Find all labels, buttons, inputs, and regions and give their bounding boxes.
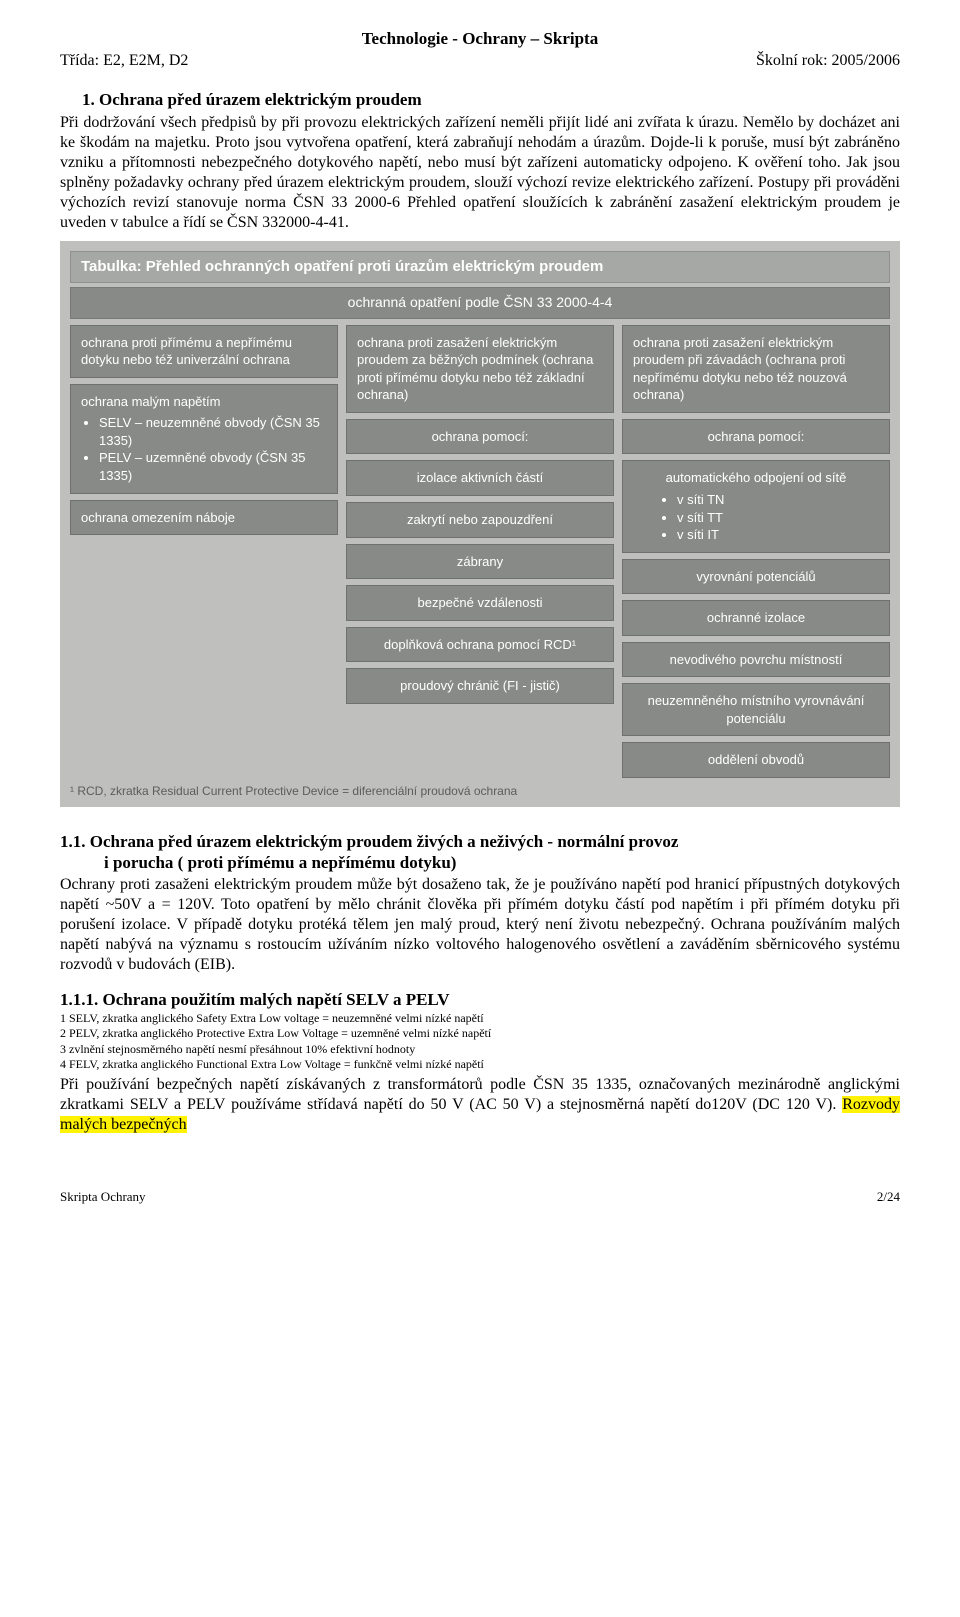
list-item: v síti TN xyxy=(677,491,879,509)
col1-box1-title: ochrana malým napětím xyxy=(81,394,220,409)
col3-item: ochranné izolace xyxy=(622,600,890,636)
list-item: PELV – uzemněné obvody (ČSN 35 1335) xyxy=(99,449,327,484)
section-1-1-1-heading: 1.1.1. Ochrana použitím malých napětí SE… xyxy=(60,989,900,1010)
footnote-line: 1 SELV, zkratka anglického Safety Extra … xyxy=(60,1011,900,1027)
col1-box-charge-limit: ochrana omezením náboje xyxy=(70,500,338,536)
table-footnote: ¹ RCD, zkratka Residual Current Protecti… xyxy=(70,784,890,799)
doc-center-title: Technologie - Ochrany – Skripta xyxy=(60,28,900,49)
school-year: Školní rok: 2005/2006 xyxy=(756,51,900,71)
footer-right: 2/24 xyxy=(877,1189,900,1205)
col2-supp-item: proudový chránič (FI - jistič) xyxy=(346,668,614,704)
table-col-3: ochrana proti zasažení elektrickým proud… xyxy=(622,325,890,778)
protection-table-figure: Tabulka: Přehled ochranných opatření pro… xyxy=(60,241,900,807)
col3-auto-disconnect: automatického odpojení od sítě v síti TN… xyxy=(622,460,890,552)
footer-left: Skripta Ochrany xyxy=(60,1189,146,1205)
col2-supp-title: doplňková ochrana pomocí RCD¹ xyxy=(346,627,614,663)
section-1-heading: 1. Ochrana před úrazem elektrickým proud… xyxy=(60,89,900,110)
list-item: SELV – neuzemněné obvody (ČSN 35 1335) xyxy=(99,414,327,449)
col2-subtitle: ochrana pomocí: xyxy=(346,419,614,455)
col2-head: ochrana proti zasažení elektrickým proud… xyxy=(346,325,614,413)
table-title: Tabulka: Přehled ochranných opatření pro… xyxy=(70,251,890,284)
section-1-1-1-paragraph: Při používání bezpečných napětí získávan… xyxy=(60,1075,900,1135)
section-1-paragraph: Při dodržování všech předpisů by při pro… xyxy=(60,113,900,233)
table-band: ochranná opatření podle ČSN 33 2000-4-4 xyxy=(70,287,890,319)
col3-subtitle: ochrana pomocí: xyxy=(622,419,890,455)
col2-item: zábrany xyxy=(346,544,614,580)
col2-item: bezpečné vzdálenosti xyxy=(346,585,614,621)
table-col-2: ochrana proti zasažení elektrickým proud… xyxy=(346,325,614,778)
col1-head: ochrana proti přímému a nepřímému dotyku… xyxy=(70,325,338,378)
para-text: Při používání bezpečných napětí získávan… xyxy=(60,1076,900,1113)
list-item: v síti IT xyxy=(677,526,879,544)
footnote-line: 4 FELV, zkratka anglického Functional Ex… xyxy=(60,1057,900,1073)
col3-item: oddělení obvodů xyxy=(622,742,890,778)
section-1-1-paragraph: Ochrany proti zasaženi elektrickým proud… xyxy=(60,875,900,975)
footnote-line: 2 PELV, zkratka anglického Protective Ex… xyxy=(60,1026,900,1042)
col2-item: zakrytí nebo zapouzdření xyxy=(346,502,614,538)
col3-item1: automatického odpojení od sítě xyxy=(633,469,879,487)
page-footer: Skripta Ochrany 2/24 xyxy=(60,1189,900,1205)
col3-item: neuzemněného místního vyrovnávání potenc… xyxy=(622,683,890,736)
list-item: v síti TT xyxy=(677,509,879,527)
class-label: Třída: E2, E2M, D2 xyxy=(60,51,188,71)
col3-head: ochrana proti zasažení elektrickým proud… xyxy=(622,325,890,413)
section-1-1-heading-line1: 1.1. Ochrana před úrazem elektrickým pro… xyxy=(60,831,900,852)
col3-item: vyrovnání potenciálů xyxy=(622,559,890,595)
section-1-1-heading-line2: i porucha ( proti přímému a nepřímému do… xyxy=(104,852,900,873)
table-columns: ochrana proti přímému a nepřímému dotyku… xyxy=(70,325,890,778)
doc-header-row: Třída: E2, E2M, D2 Školní rok: 2005/2006 xyxy=(60,51,900,71)
footnote-line: 3 zvlnění stejnosměrného napětí nesmí př… xyxy=(60,1042,900,1058)
col3-item: nevodivého povrchu místností xyxy=(622,642,890,678)
col2-item: izolace aktivních částí xyxy=(346,460,614,496)
col1-box-low-voltage: ochrana malým napětím SELV – neuzemněné … xyxy=(70,384,338,494)
table-col-1: ochrana proti přímému a nepřímému dotyku… xyxy=(70,325,338,778)
